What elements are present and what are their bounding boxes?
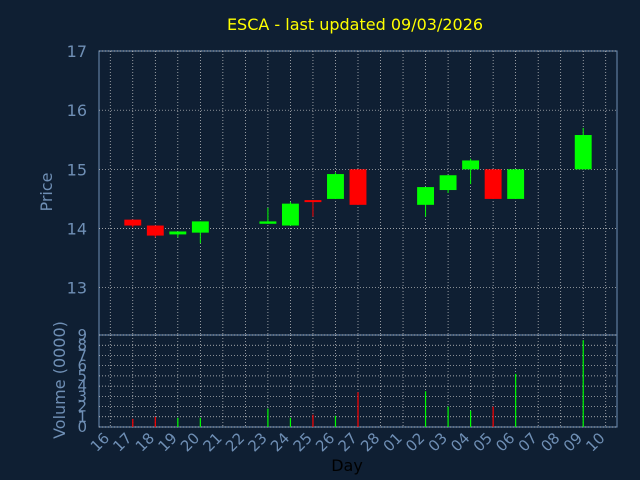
volume-axis-label: Volume (0000) bbox=[50, 321, 69, 439]
candle-body bbox=[304, 200, 322, 203]
candle-body bbox=[349, 169, 367, 205]
volume-tick-label: 8 bbox=[77, 336, 87, 354]
volume-tick-label: 7 bbox=[77, 346, 87, 364]
volume-tick-label: 5 bbox=[77, 367, 87, 385]
candle-body bbox=[281, 203, 299, 226]
volume-tick-label: 2 bbox=[77, 398, 87, 416]
price-tick-label: 16 bbox=[67, 101, 87, 120]
price-tick-label: 17 bbox=[67, 42, 87, 61]
volume-tick-label: 4 bbox=[77, 377, 87, 395]
chart-title: ESCA - last updated 09/03/2026 bbox=[227, 15, 483, 34]
candle-body bbox=[146, 225, 164, 236]
price-tick-label: 13 bbox=[67, 279, 87, 298]
volume-tick-label: 3 bbox=[77, 387, 87, 405]
candle-body bbox=[169, 231, 187, 235]
volume-tick-label: 0 bbox=[77, 418, 87, 436]
day-tick-label: 10 bbox=[582, 429, 608, 455]
volume-tick-label: 1 bbox=[77, 408, 87, 426]
candle-body bbox=[191, 221, 209, 233]
x-axis: 1617181920212223242526272801020304050607… bbox=[87, 429, 609, 455]
candle-body bbox=[574, 135, 592, 170]
candle-body bbox=[417, 187, 435, 205]
candle-body bbox=[484, 169, 502, 199]
price-tick-label: 15 bbox=[67, 160, 87, 179]
candle-body bbox=[439, 175, 457, 191]
price-axis-label: Price bbox=[37, 172, 56, 211]
candle-body bbox=[327, 174, 344, 199]
price-tick-label: 14 bbox=[67, 220, 87, 239]
price-panel: 13 14 15 16 17 bbox=[67, 42, 618, 336]
candle-body bbox=[124, 219, 142, 226]
candle-body bbox=[507, 169, 525, 199]
volume-tick-label: 6 bbox=[77, 357, 87, 375]
x-axis-label: Day bbox=[331, 456, 363, 475]
candle-body bbox=[259, 221, 277, 224]
candle-body bbox=[462, 160, 480, 170]
volume-tick-label: 9 bbox=[77, 326, 87, 344]
